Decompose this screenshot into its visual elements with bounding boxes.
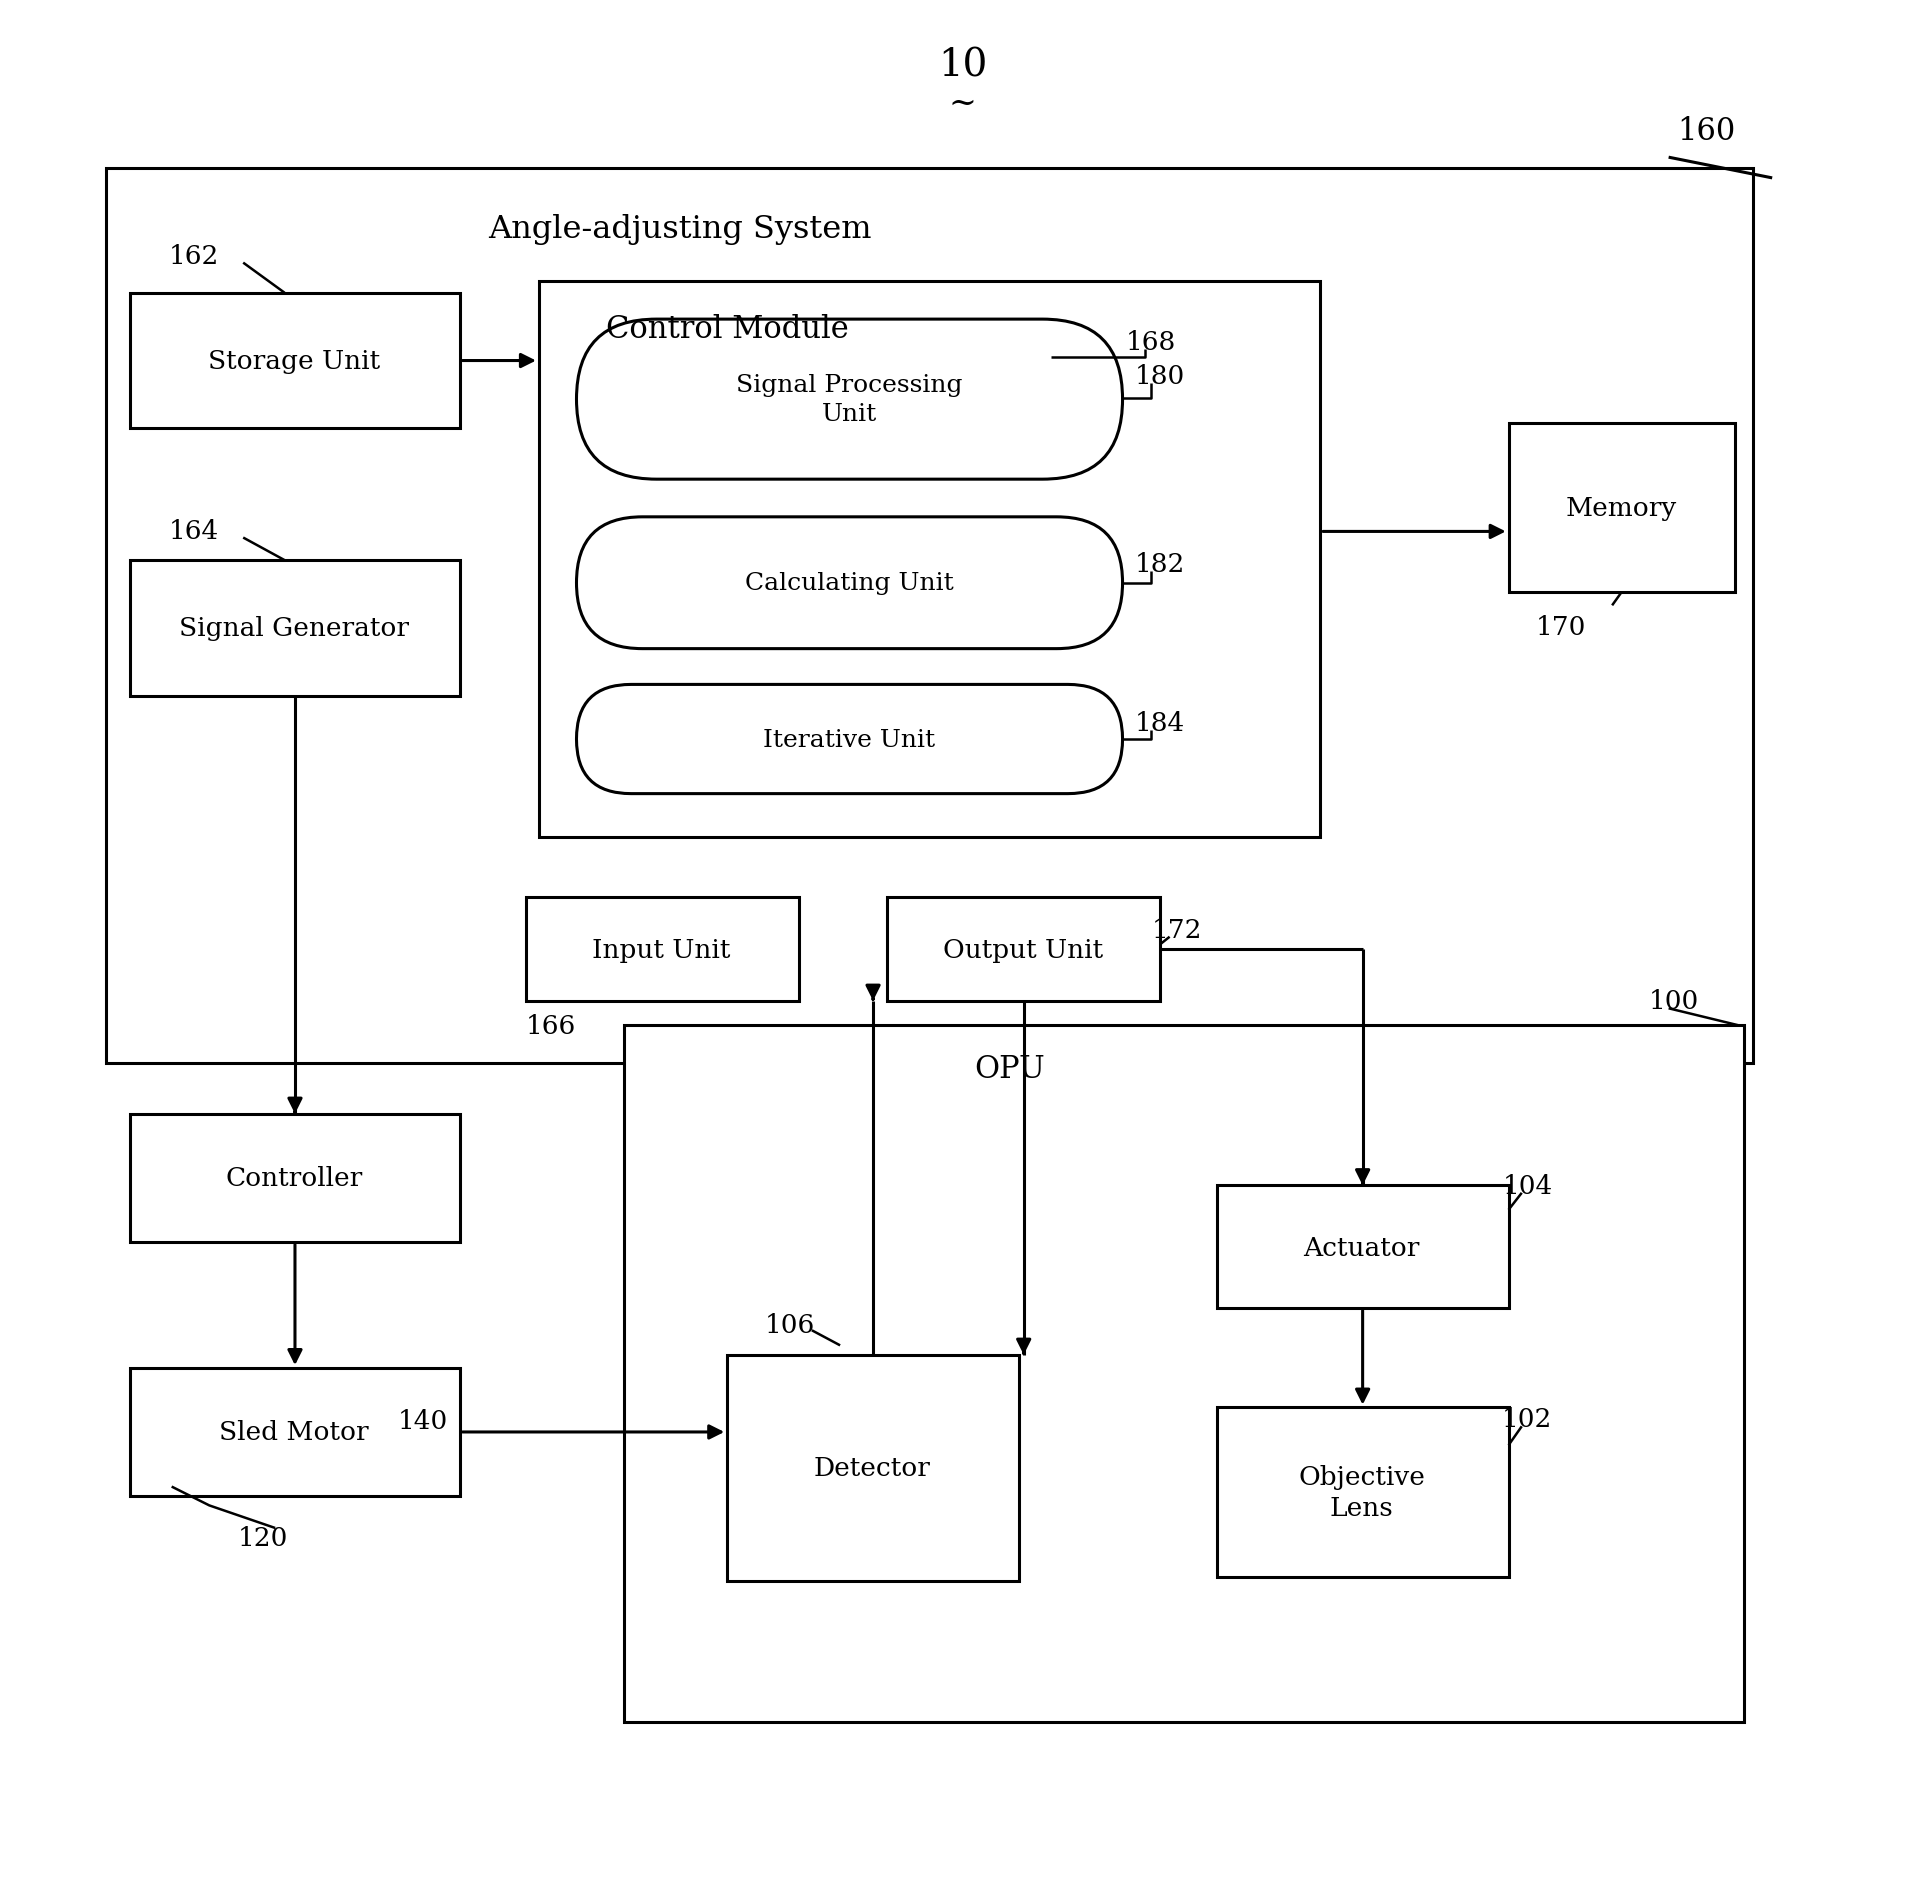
Text: 102: 102 [1502, 1406, 1553, 1432]
Text: Iterative Unit: Iterative Unit [764, 728, 936, 751]
Text: 172: 172 [1151, 917, 1203, 943]
Text: Calculating Unit: Calculating Unit [745, 572, 955, 595]
FancyBboxPatch shape [1217, 1186, 1509, 1308]
Text: Controller: Controller [225, 1165, 362, 1191]
FancyBboxPatch shape [106, 169, 1754, 1063]
FancyBboxPatch shape [526, 898, 799, 1001]
FancyBboxPatch shape [539, 282, 1321, 837]
FancyBboxPatch shape [1217, 1408, 1509, 1577]
FancyBboxPatch shape [576, 685, 1122, 794]
Text: 164: 164 [169, 518, 219, 544]
Text: Storage Unit: Storage Unit [208, 348, 379, 375]
Text: Detector: Detector [814, 1455, 930, 1481]
Text: Objective
Lens: Objective Lens [1297, 1464, 1424, 1521]
Text: 170: 170 [1536, 614, 1586, 640]
Text: Signal Generator: Signal Generator [179, 615, 408, 642]
Text: ~: ~ [949, 88, 976, 119]
FancyBboxPatch shape [624, 1026, 1744, 1722]
FancyBboxPatch shape [131, 1368, 460, 1496]
Text: 140: 140 [398, 1408, 449, 1434]
Text: Memory: Memory [1565, 495, 1677, 521]
Text: 162: 162 [169, 243, 219, 269]
Text: 106: 106 [764, 1312, 814, 1338]
Text: 168: 168 [1126, 329, 1176, 356]
Text: Input Unit: Input Unit [593, 937, 730, 964]
Text: 160: 160 [1677, 117, 1736, 147]
Text: Sled Motor: Sled Motor [219, 1419, 370, 1445]
Text: OPU: OPU [974, 1054, 1045, 1084]
FancyBboxPatch shape [131, 561, 460, 696]
Text: 100: 100 [1650, 988, 1700, 1014]
Text: Actuator: Actuator [1303, 1235, 1421, 1261]
Text: 10: 10 [937, 47, 988, 85]
FancyBboxPatch shape [887, 898, 1161, 1001]
Text: Signal Processing
Unit: Signal Processing Unit [735, 375, 962, 425]
FancyBboxPatch shape [1509, 423, 1734, 593]
FancyBboxPatch shape [576, 518, 1122, 649]
Text: Control Module: Control Module [606, 314, 849, 344]
FancyBboxPatch shape [728, 1355, 1018, 1581]
Text: Angle-adjusting System: Angle-adjusting System [489, 215, 872, 245]
Text: 180: 180 [1136, 363, 1186, 390]
FancyBboxPatch shape [131, 1114, 460, 1242]
Text: 120: 120 [237, 1524, 289, 1551]
Text: 184: 184 [1136, 710, 1186, 736]
Text: 104: 104 [1502, 1172, 1553, 1199]
Text: 166: 166 [526, 1013, 576, 1039]
FancyBboxPatch shape [131, 294, 460, 429]
Text: Output Unit: Output Unit [943, 937, 1103, 964]
Text: 182: 182 [1136, 551, 1186, 578]
FancyBboxPatch shape [576, 320, 1122, 480]
